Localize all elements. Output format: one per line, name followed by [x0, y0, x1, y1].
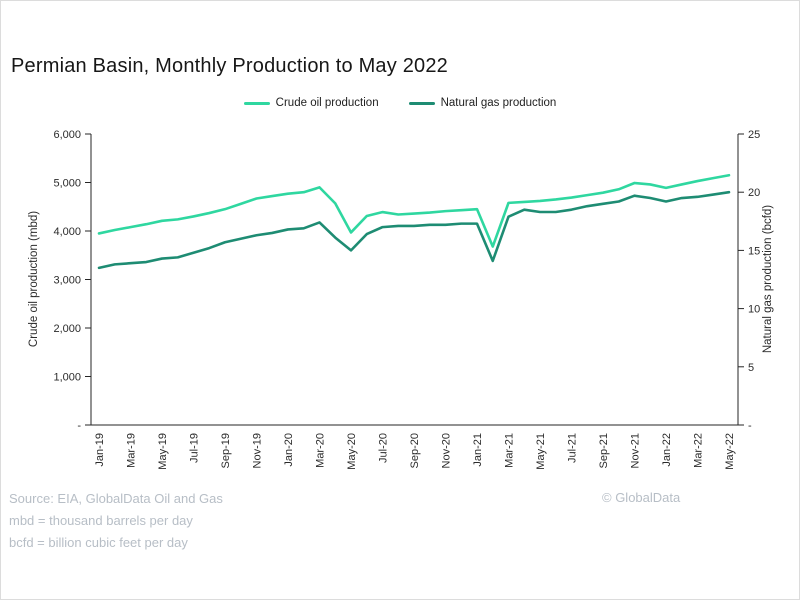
- right-axis-tick-label: 15: [748, 245, 760, 257]
- x-tick-label: Jul-19: [189, 433, 201, 463]
- x-tick-label: Sep-19: [220, 433, 232, 468]
- left-axis-tick-label: 6,000: [53, 129, 81, 141]
- x-tick-label: Mar-20: [315, 433, 327, 468]
- right-axis-tick-label: -: [748, 420, 752, 432]
- x-tick-label: May-21: [535, 433, 547, 470]
- copyright-text: © GlobalData: [602, 490, 681, 505]
- x-tick-label: Nov-21: [630, 433, 642, 468]
- legend-item-crude-oil: Crude oil production: [243, 97, 379, 109]
- legend-label-crude-oil: Crude oil production: [275, 97, 379, 109]
- x-tick-label: Mar-19: [126, 433, 138, 468]
- crude-oil-line-swatch: [243, 101, 270, 105]
- legend-label-natural-gas: Natural gas production: [440, 97, 557, 109]
- x-tick-label: Nov-20: [441, 433, 453, 468]
- left-axis-tick-label: 1,000: [53, 372, 81, 384]
- right-axis-tick-label: 25: [748, 129, 760, 141]
- left-axis-tick-label: 5,000: [53, 178, 81, 190]
- footer-notes: Source: EIA, GlobalData Oil and Gas mbd …: [9, 488, 223, 554]
- x-tick-label: May-20: [346, 433, 358, 470]
- right-axis-tick-label: 20: [748, 187, 760, 199]
- right-axis-tick-label: 5: [748, 362, 754, 374]
- right-axis-title: Natural gas production (bcfd): [762, 205, 774, 353]
- bcfd-note-text: bcfd = billion cubic feet per day: [9, 535, 188, 550]
- natural-gas-line-swatch: [408, 101, 435, 105]
- axes-layer: 6,000 5,000 4,000 3,000 2,000 1,000 - 25 20 15 10 5…: [53, 129, 760, 470]
- page-title: Permian Basin, Monthly Production to May…: [11, 55, 448, 77]
- left-axis-tick-label: 2,000: [53, 323, 81, 335]
- mbd-note-text: mbd = thousand barrels per day: [9, 513, 193, 528]
- x-tick-label: Jan-19: [94, 433, 106, 467]
- left-axis-title: Crude oil production (mbd): [28, 211, 40, 347]
- crude-oil-line: [97, 173, 731, 248]
- left-axis-tick-label: -: [77, 420, 81, 432]
- x-tick-label: Jan-21: [472, 433, 484, 467]
- x-tick-label: Mar-21: [504, 433, 516, 468]
- x-tick-label: Jul-21: [567, 433, 579, 463]
- left-axis-tick-label: 4,000: [53, 226, 81, 238]
- x-tick-label: Jan-22: [661, 433, 673, 467]
- x-tick-label: Sep-21: [598, 433, 610, 468]
- x-tick-label: Mar-22: [693, 433, 705, 468]
- x-tick-label: Jan-20: [283, 433, 295, 467]
- left-axis-tick-label: 3,000: [53, 275, 81, 287]
- x-tick-label: Jul-20: [378, 433, 390, 463]
- source-text: Source: EIA, GlobalData Oil and Gas: [9, 491, 223, 506]
- natural-gas-line: [97, 190, 731, 270]
- right-axis-tick-label: 10: [748, 304, 760, 316]
- series-layer: [97, 173, 731, 270]
- legend-item-natural-gas: Natural gas production: [408, 97, 557, 109]
- x-tick-label: May-22: [724, 433, 736, 470]
- x-tick-label: Nov-19: [252, 433, 264, 468]
- x-tick-label: May-19: [157, 433, 169, 470]
- x-tick-label: Sep-20: [409, 433, 421, 468]
- chart-legend: Crude oil production Natural gas product…: [1, 97, 799, 109]
